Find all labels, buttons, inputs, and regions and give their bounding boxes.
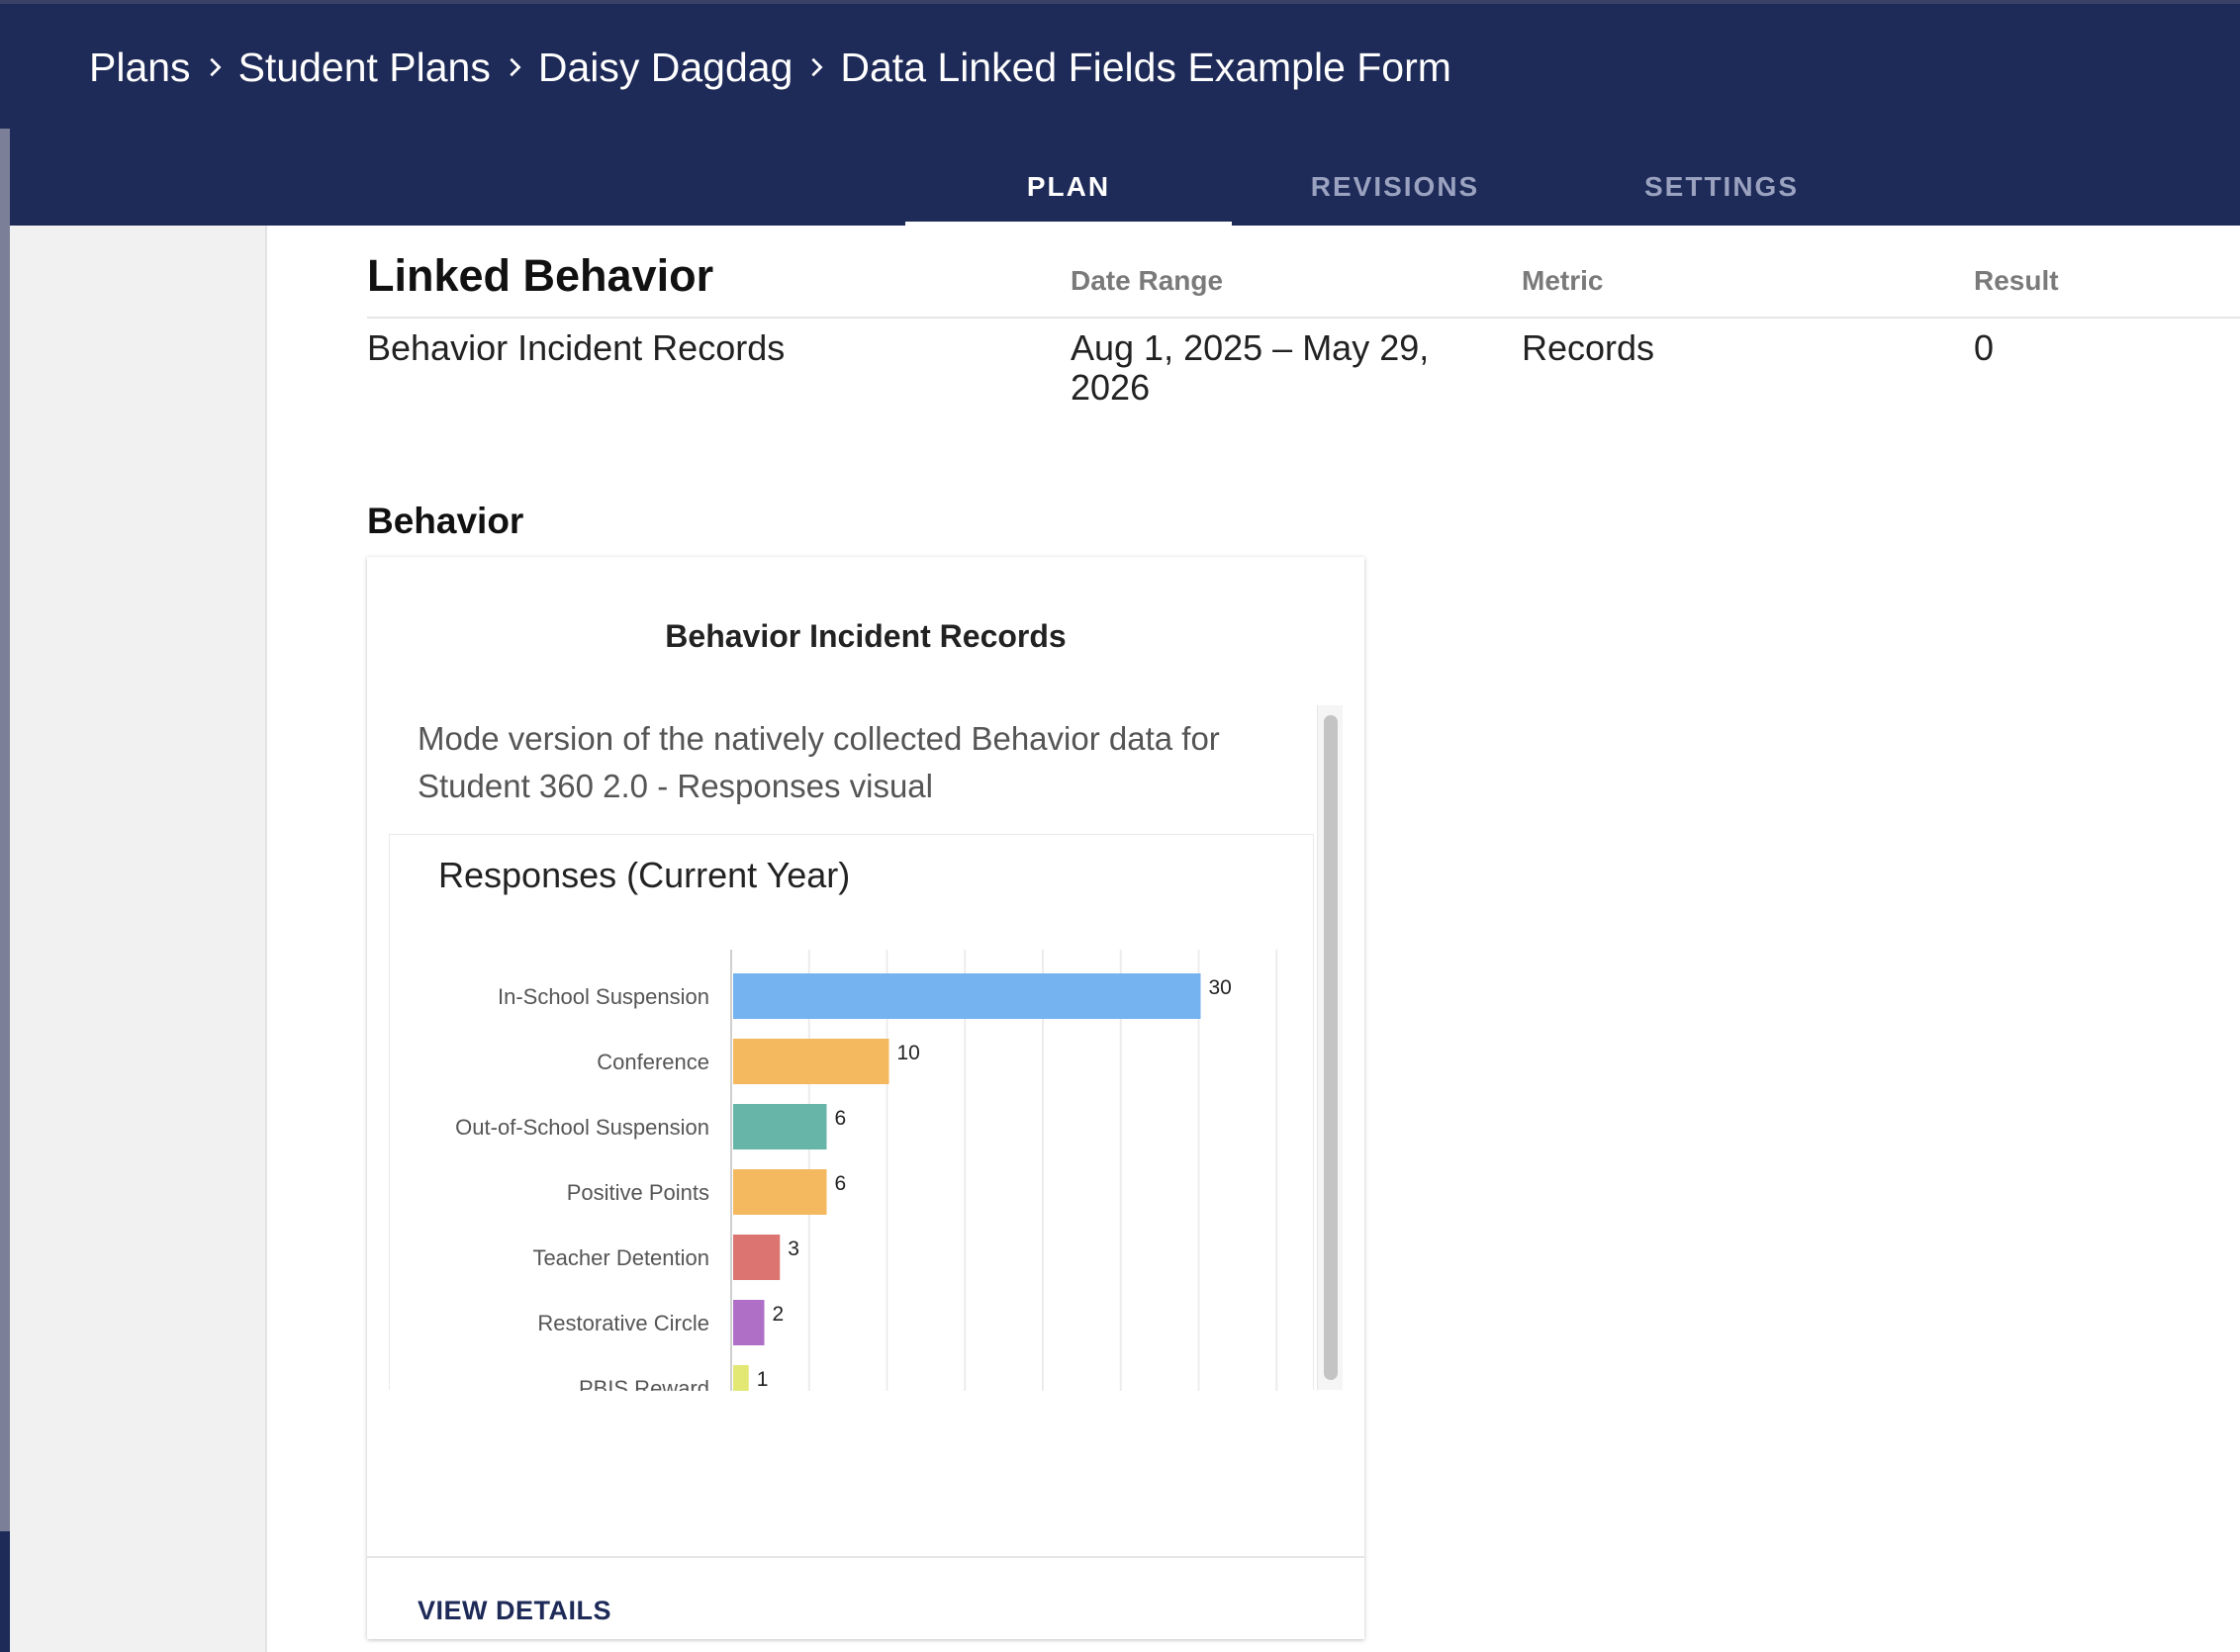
linked-date-range: Aug 1, 2025 – May 29, 2026 <box>1071 328 1429 408</box>
linked-result: 0 <box>1974 327 1995 368</box>
breadcrumb: Plans Student Plans Daisy Dagdag Data Li… <box>89 40 1451 95</box>
tab-bar: PLAN REVISIONS SETTINGS <box>905 148 1885 226</box>
app-header: Plans Student Plans Daisy Dagdag Data Li… <box>0 0 2240 226</box>
chart-bar <box>733 973 1201 1019</box>
chart-bar <box>733 1235 781 1280</box>
responses-chart: Responses (Current Year) In-School Suspe… <box>389 834 1314 1391</box>
chart-category-label: PBIS Reward <box>579 1376 709 1391</box>
linked-record-name: Behavior Incident Records <box>367 327 786 368</box>
chart-svg: In-School Suspension 30 Conference 10 Out-of… <box>455 950 1278 1391</box>
chart-value-label: 6 <box>835 1172 847 1195</box>
view-details-link[interactable]: VIEW DETAILS <box>418 1596 612 1625</box>
chart-category-label: Out-of-School Suspension <box>455 1115 709 1140</box>
chart-bar <box>733 1300 765 1345</box>
chart-value-label: 30 <box>1209 976 1232 999</box>
chart-value-label: 3 <box>788 1238 799 1260</box>
breadcrumb-student-plans[interactable]: Student Plans <box>237 44 491 90</box>
tab-plan[interactable]: PLAN <box>905 148 1232 226</box>
header-top-line <box>0 0 2240 4</box>
chart-bar <box>733 1365 749 1391</box>
chevron-right-icon <box>191 56 238 78</box>
card-description: Mode version of the natively collected B… <box>418 720 1220 804</box>
chart-category-label: In-School Suspension <box>498 984 709 1009</box>
chart-bar <box>733 1039 889 1084</box>
chart-bar <box>733 1169 827 1215</box>
chart-category-label: Teacher Detention <box>532 1245 709 1270</box>
chevron-right-icon <box>793 56 840 78</box>
chart-value-label: 1 <box>757 1368 769 1391</box>
scrollbar-thumb[interactable] <box>1324 715 1338 1380</box>
date-range-line-2: 2026 <box>1071 367 1151 408</box>
card-title: Behavior Incident Records <box>665 618 1067 654</box>
card-footer: VIEW DETAILS <box>367 1556 1364 1639</box>
chart-title: Responses (Current Year) <box>438 855 851 895</box>
main-content: Linked Behavior Date Range Metric Result… <box>269 226 2240 1652</box>
chevron-right-icon <box>491 56 538 78</box>
linked-metric: Records <box>1522 327 1655 368</box>
chart-value-label: 10 <box>897 1042 920 1064</box>
date-range-header: Date Range <box>1071 265 1224 296</box>
tab-settings[interactable]: SETTINGS <box>1643 171 1799 202</box>
chart-value-label: 6 <box>835 1107 847 1130</box>
breadcrumb-current-form: Data Linked Fields Example Form <box>840 44 1451 90</box>
breadcrumb-plans[interactable]: Plans <box>89 44 191 90</box>
chart-bar <box>733 1104 827 1149</box>
tab-revisions[interactable]: REVISIONS <box>1310 171 1480 202</box>
card-scrollbar[interactable] <box>1317 705 1343 1390</box>
left-edge-bar-bottom <box>0 1531 10 1652</box>
metric-header: Metric <box>1522 265 1604 296</box>
breadcrumb-student[interactable]: Daisy Dagdag <box>537 44 793 90</box>
linked-behavior-title: Linked Behavior <box>367 250 714 301</box>
date-range-line-1: Aug 1, 2025 – May 29, <box>1071 327 1430 368</box>
chart-category-label: Conference <box>597 1050 709 1074</box>
behavior-card: Behavior Incident Records Mode version o… <box>367 557 1364 1639</box>
chart-category-label: Restorative Circle <box>537 1311 709 1335</box>
table-divider <box>367 317 2240 319</box>
chart-value-label: 2 <box>773 1303 785 1326</box>
behavior-section-title: Behavior <box>367 501 524 541</box>
result-header: Result <box>1974 265 2059 296</box>
chart-category-label: Positive Points <box>567 1180 709 1205</box>
sidebar <box>10 226 267 1652</box>
left-edge-bar <box>0 129 10 1652</box>
